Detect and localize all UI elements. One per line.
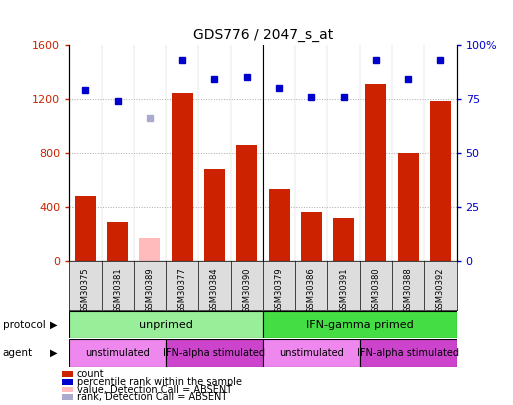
Bar <box>69 311 263 338</box>
Bar <box>365 84 386 261</box>
Text: GSM30384: GSM30384 <box>210 267 219 313</box>
Text: unstimulated: unstimulated <box>279 348 344 358</box>
Bar <box>236 145 257 261</box>
Bar <box>172 93 193 261</box>
Text: GSM30389: GSM30389 <box>146 267 154 313</box>
Bar <box>263 311 457 338</box>
Text: GSM30375: GSM30375 <box>81 267 90 313</box>
Text: GSM30391: GSM30391 <box>339 267 348 313</box>
Text: GSM30377: GSM30377 <box>177 267 187 313</box>
Text: GSM30381: GSM30381 <box>113 267 122 313</box>
Text: IFN-alpha stimulated: IFN-alpha stimulated <box>357 348 459 358</box>
Bar <box>301 213 322 261</box>
Text: IFN-alpha stimulated: IFN-alpha stimulated <box>164 348 266 358</box>
Bar <box>166 339 263 367</box>
Title: GDS776 / 2047_s_at: GDS776 / 2047_s_at <box>193 28 333 42</box>
Text: rank, Detection Call = ABSENT: rank, Detection Call = ABSENT <box>77 392 227 402</box>
Text: unstimulated: unstimulated <box>85 348 150 358</box>
Bar <box>333 218 354 261</box>
Text: percentile rank within the sample: percentile rank within the sample <box>77 377 242 387</box>
Text: GSM30379: GSM30379 <box>274 267 284 313</box>
Bar <box>263 339 360 367</box>
Bar <box>69 339 166 367</box>
Text: unprimed: unprimed <box>139 320 193 330</box>
Text: count: count <box>77 369 105 379</box>
Text: GSM30380: GSM30380 <box>371 267 380 313</box>
Bar <box>140 237 161 261</box>
Text: protocol: protocol <box>3 320 45 330</box>
Text: agent: agent <box>3 348 33 358</box>
Bar <box>75 196 96 261</box>
Text: IFN-gamma primed: IFN-gamma primed <box>306 320 413 330</box>
Bar <box>360 339 457 367</box>
Text: ▶: ▶ <box>50 348 58 358</box>
Text: GSM30392: GSM30392 <box>436 267 445 313</box>
Text: value, Detection Call = ABSENT: value, Detection Call = ABSENT <box>77 385 232 394</box>
Text: GSM30388: GSM30388 <box>404 267 412 313</box>
Bar <box>430 101 451 261</box>
Text: GSM30386: GSM30386 <box>307 267 316 313</box>
Text: ▶: ▶ <box>50 320 58 330</box>
Bar <box>107 222 128 261</box>
Bar <box>398 153 419 261</box>
Bar <box>269 190 289 261</box>
Bar <box>204 169 225 261</box>
Text: GSM30390: GSM30390 <box>242 267 251 313</box>
